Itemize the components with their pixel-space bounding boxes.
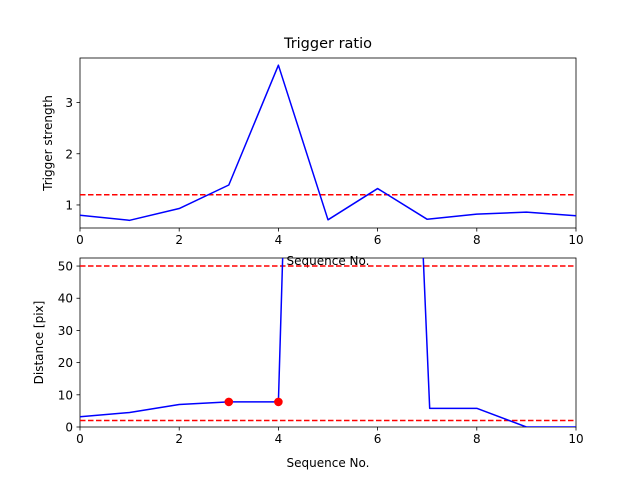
x-tick-label: 8: [473, 432, 481, 446]
series-line: [80, 258, 576, 427]
x-tick-label: 4: [275, 233, 283, 247]
x-tick-label: 8: [473, 233, 481, 247]
y-tick-label: 40: [58, 292, 73, 306]
distance-panel: 0 2 4 6 8 10 0 10 20 30 40 50 Sequence No. Distance […: [32, 257, 584, 470]
x-tick-label: 4: [275, 432, 283, 446]
y-axis-title: Trigger strength: [41, 95, 55, 192]
y-tick-label: 20: [58, 356, 73, 370]
plot-frame: [79, 257, 577, 428]
x-tick-label: 2: [175, 432, 183, 446]
y-tick-label: 1: [65, 198, 73, 212]
y-tick-label: 2: [65, 147, 73, 161]
y-tick-label: 10: [58, 388, 73, 402]
y-tick-label: 50: [58, 260, 73, 274]
x-tick-label: 0: [76, 432, 84, 446]
x-tick-label: 10: [568, 432, 583, 446]
x-axis-title: Sequence No.: [287, 254, 370, 268]
x-tick-label: 6: [374, 432, 382, 446]
highlight-point: [274, 397, 283, 407]
x-tick-label: 2: [175, 233, 183, 247]
y-tick-label: 30: [58, 324, 73, 338]
x-axis-title: Sequence No.: [287, 456, 370, 470]
x-tick-label: 0: [76, 233, 84, 247]
highlight-point: [224, 397, 234, 407]
chart-title: Trigger ratio: [283, 36, 372, 52]
y-axis-title: Distance [pix]: [32, 301, 46, 385]
plot-frame: [79, 57, 577, 229]
x-tick-label: 6: [374, 233, 382, 247]
y-tick-label: 0: [65, 421, 73, 435]
series-line: [80, 64, 576, 222]
y-tick-label: 3: [65, 96, 73, 110]
x-tick-label: 10: [568, 233, 583, 247]
